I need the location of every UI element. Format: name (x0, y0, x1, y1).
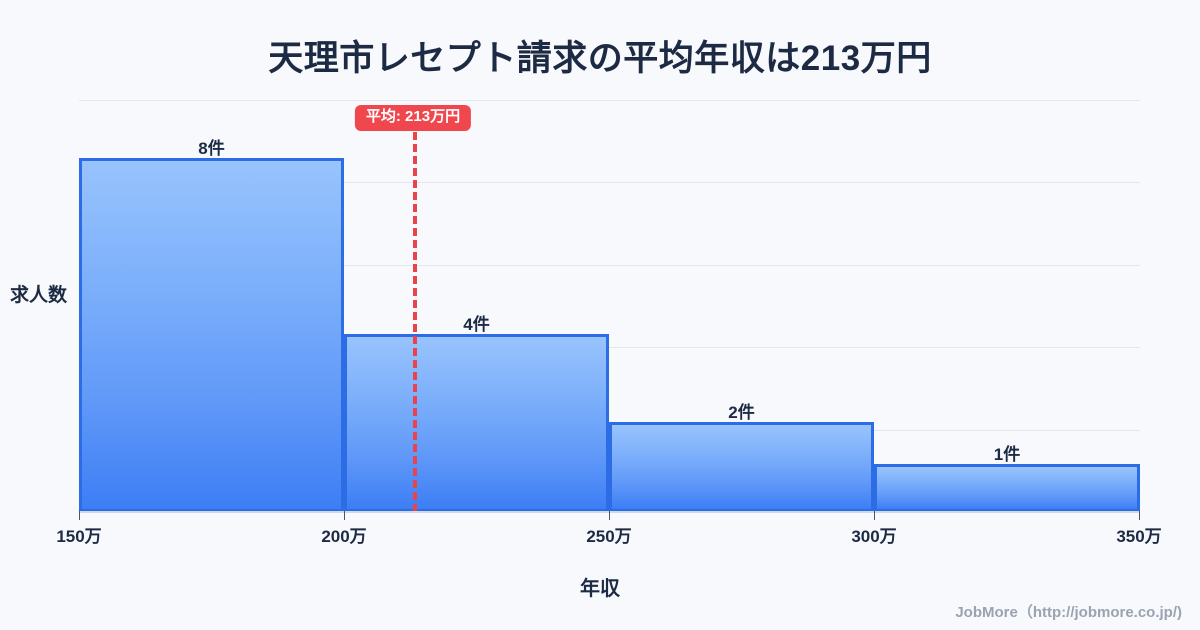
x-axis-tick-label: 200万 (321, 527, 367, 546)
gridline (79, 347, 1140, 348)
x-axis-tick-label: 350万 (1116, 527, 1162, 546)
x-axis-title: 年収 (580, 578, 620, 600)
x-axis-tick (874, 511, 875, 520)
gridline (79, 100, 1140, 101)
plot-area: 8件 4件 2件 1件 (79, 90, 1140, 512)
y-axis-title: 求人数 (10, 285, 68, 306)
x-axis-tick (1139, 511, 1140, 520)
average-line (413, 132, 417, 512)
x-axis-tick-label: 300万 (851, 527, 897, 546)
bar-value-label: 1件 (993, 445, 1021, 464)
x-axis-tick (344, 511, 345, 520)
x-axis-tick (609, 511, 610, 520)
average-badge: 平均: 213万円 (354, 105, 472, 131)
bar-bin-4[interactable] (874, 464, 1140, 512)
x-axis-tick (79, 511, 80, 520)
bar-value-label: 4件 (463, 315, 490, 334)
gridline (79, 182, 1140, 183)
footer-credit: JobMore（http://jobmore.co.jp/) (955, 604, 1182, 621)
bar-value-label: 2件 (728, 403, 755, 422)
x-axis-tick-label: 150万 (56, 527, 102, 546)
bar-bin-3[interactable] (609, 422, 874, 512)
bar-value-label: 8件 (198, 139, 225, 158)
gridline (79, 265, 1140, 266)
bar-bin-1[interactable] (79, 158, 344, 512)
chart-title: 天理市レセプト請求の平均年収は213万円 (268, 39, 932, 78)
x-axis-tick-label: 250万 (586, 527, 632, 546)
bar-bin-2[interactable] (344, 334, 609, 512)
